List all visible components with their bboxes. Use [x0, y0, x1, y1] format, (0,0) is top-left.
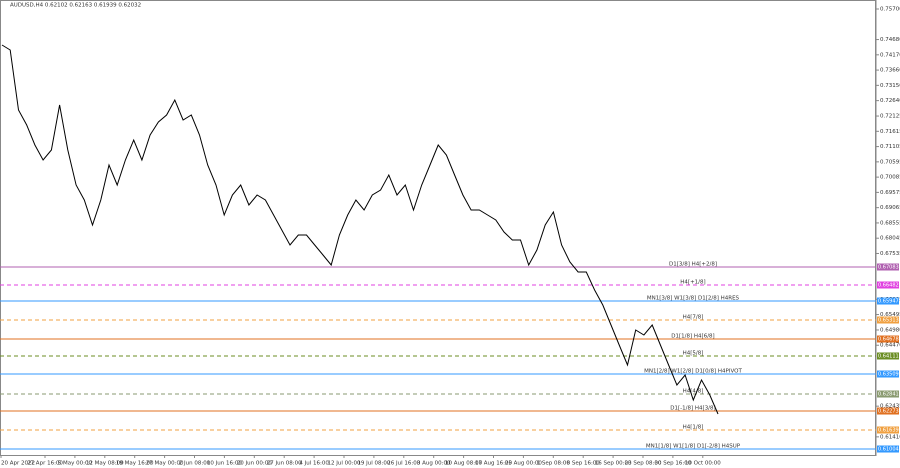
level-label: H4[7/8]: [683, 315, 704, 321]
level-label: H4[1/8]: [683, 425, 704, 431]
level-label: D1[1/8] H4[6/8]: [671, 334, 714, 340]
x-tick-label: 12 Jul 00:00: [328, 461, 361, 467]
price-box-label: 0.63509: [878, 372, 899, 378]
y-tick-label: 0.68555: [880, 220, 900, 226]
price-box-label: 0.62273: [878, 409, 899, 415]
price-box-label: 0.64111: [878, 353, 899, 359]
y-tick-label: 0.69575: [880, 190, 900, 196]
y-tick-label: 0.70085: [880, 175, 900, 181]
y-tick-label: 0.72125: [880, 114, 900, 120]
x-tick-label: 27 May 00:00: [146, 461, 184, 467]
level-label: H4[+1/8]: [680, 280, 705, 286]
x-tick-label: 25 Aug 00:00: [505, 461, 543, 467]
x-tick-label: 1 Sep 08:00: [537, 461, 571, 467]
price-line: [1, 44, 719, 415]
price-box: [877, 335, 899, 343]
y-tick-label: 0.62435: [880, 404, 900, 410]
x-tick-label: 27 Apr 16:00: [27, 461, 63, 467]
price-box: [877, 352, 899, 360]
price-box-label: 0.64678: [878, 337, 899, 343]
price-box: [877, 426, 899, 434]
level-label: MN1[1/8] W1[1/8] D1[-2/8] H4SUP: [646, 444, 741, 450]
price-box: [877, 297, 899, 305]
x-tick-label: 10 Oct 00:00: [685, 461, 721, 467]
x-tick-label: 19 Jul 08:00: [357, 461, 390, 467]
x-tick-label: 20 Apr 2022: [1, 461, 35, 467]
x-tick-label: 5 May 00:00: [58, 461, 93, 467]
price-box-label: 0.61004: [878, 447, 899, 453]
x-tick-label: 23 Sep 08:00: [625, 461, 662, 467]
x-tick-label: 3 Aug 00:00: [417, 461, 451, 467]
price-box: [877, 370, 899, 378]
x-tick-label: 19 May 16:00: [116, 461, 154, 467]
level-label: MN1[3/8] W1[3/8] D1[2/8] H4RES: [647, 296, 740, 302]
x-tick-label: 20 Jun 00:00: [237, 461, 272, 467]
x-tick-label: 17 Aug 16:00: [475, 461, 513, 467]
x-tick-label: 30 Sep 16:00: [655, 461, 692, 467]
y-tick-label: 0.71615: [880, 129, 900, 135]
x-tick-label: 2 Jun 08:00: [179, 461, 211, 467]
price-box: [877, 281, 899, 289]
level-label: MN1[2/8] W1[2/8] D1[0/8] H4PIVOT: [644, 369, 742, 375]
y-tick-label: 0.67535: [880, 251, 900, 257]
x-tick-label: 8 Sep 16:00: [567, 461, 601, 467]
symbol-header: AUDUSD,H4 0.62102 0.62163 0.61939 0.6203…: [10, 3, 141, 9]
x-tick-label: 26 Jul 16:00: [387, 461, 420, 467]
y-tick-label: 0.69065: [880, 205, 900, 211]
price-box-label: 0.65313: [878, 318, 899, 324]
level-label: D1[-1/8] H4[3/8]: [670, 406, 715, 412]
level-label: H4[5/8]: [683, 350, 704, 356]
x-tick-label: 4 Jul 16:00: [299, 461, 329, 467]
x-tick-label: 10 Jun 16:00: [207, 461, 242, 467]
x-tick-label: 12 May 08:00: [86, 461, 124, 467]
price-box: [877, 390, 899, 398]
y-tick-label: 0.65495: [880, 312, 900, 318]
price-box: [877, 445, 899, 453]
price-box-label: 0.65947: [878, 299, 899, 305]
x-tick-label: 16 Sep 00:00: [595, 461, 632, 467]
y-tick-label: 0.68045: [880, 236, 900, 242]
x-tick-label: 27 Jun 08:00: [267, 461, 302, 467]
level-label: D1[3/8] H4[+2/8]: [669, 262, 717, 268]
price-box-label: 0.66482: [878, 283, 899, 289]
level-label: H4[4/8]: [683, 389, 704, 395]
price-box: [877, 407, 899, 415]
price-box-label: 0.61639: [878, 428, 899, 434]
price-box-label: 0.67083: [878, 265, 899, 271]
plot-frame: [0, 0, 876, 456]
x-tick-label: 10 Aug 08:00: [445, 461, 483, 467]
y-tick-label: 0.71105: [880, 144, 900, 150]
y-tick-label: 0.70595: [880, 159, 900, 165]
price-box: [877, 263, 899, 271]
y-tick-label: 0.61410: [880, 434, 900, 440]
price-box: [877, 316, 899, 324]
price-box-label: 0.62841: [878, 392, 899, 398]
